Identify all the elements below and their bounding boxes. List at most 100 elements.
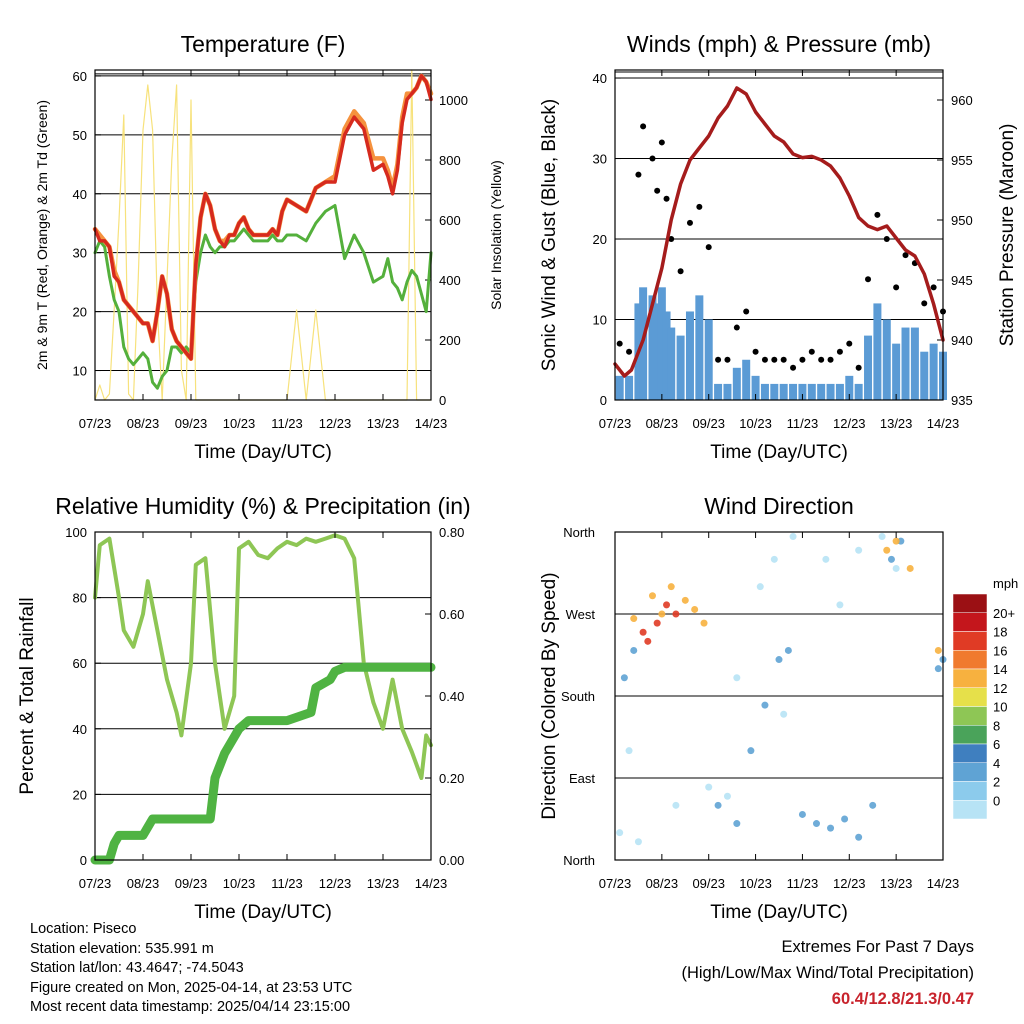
dir-tick-label: West [566, 607, 596, 622]
colorbar-label: 0 [993, 793, 1000, 808]
dir-tick-label: North [563, 525, 595, 540]
direction-point [892, 564, 900, 572]
colorbar-label: 8 [993, 718, 1000, 733]
wind-xtick-label: 10/23 [739, 416, 772, 431]
temp-ytick-label: 40 [73, 187, 87, 202]
colorbar-label: 20+ [993, 606, 1015, 621]
gust-point [865, 276, 872, 283]
dir-tick-label: North [563, 853, 595, 868]
rh-frame [94, 531, 432, 861]
colorbar-swatch [952, 668, 988, 688]
wind-xtick-label: 12/23 [833, 416, 866, 431]
colorbar-label: 12 [993, 681, 1007, 696]
direction-point [648, 592, 656, 600]
direction-point [789, 533, 797, 541]
wind-xtick-label: 07/23 [599, 416, 632, 431]
rh-y2tick-label: 0.40 [439, 689, 464, 704]
wind-ytick-label: 30 [593, 152, 607, 167]
wind-bar [662, 311, 671, 400]
wind-bar [770, 383, 779, 400]
direction-point [756, 583, 764, 591]
temp-xtick-label: 12/23 [319, 416, 352, 431]
gust-point [780, 356, 787, 363]
wind-bar [892, 343, 901, 400]
wind-y2tick-label: 945 [951, 273, 973, 288]
colorbar-label: 16 [993, 643, 1007, 658]
direction-point [827, 824, 835, 832]
direction-point [681, 596, 689, 604]
gust-point [649, 155, 656, 162]
direction-point [639, 628, 647, 636]
dir-xtick-label: 10/23 [739, 876, 772, 891]
wind-ytick-label: 20 [593, 232, 607, 247]
colorbar-swatch [952, 781, 988, 801]
direction-point [798, 810, 806, 818]
gust-point [640, 123, 647, 130]
wind-bar [826, 383, 835, 400]
direction-point [812, 820, 820, 828]
gust-point [771, 356, 778, 363]
rh-ytick-label: 20 [73, 787, 87, 802]
gust-point [705, 244, 712, 251]
direction-point [780, 710, 788, 718]
rh-ylabel: Percent & Total Rainfall [17, 597, 38, 794]
rh-y2tick-label: 0.60 [439, 607, 464, 622]
wind-bar [676, 335, 685, 400]
rh-ytick-label: 40 [73, 722, 87, 737]
gust-point [668, 236, 675, 243]
gust-point [696, 203, 703, 210]
temp-xtick-label: 09/23 [175, 416, 208, 431]
gust-point [658, 139, 665, 146]
direction-point [672, 801, 680, 809]
gust-point [799, 356, 806, 363]
colorbar-swatch [952, 631, 988, 651]
rh-xtick-label: 09/23 [175, 876, 208, 891]
colorbar-swatch [952, 687, 988, 707]
gust-point [827, 356, 834, 363]
wind-bar [695, 295, 704, 400]
direction-point [723, 792, 731, 800]
dir-xtick-label: 14/23 [927, 876, 960, 891]
wind-bar [807, 383, 816, 400]
temp-y2label: Solar Insolation (Yellow) [488, 160, 504, 310]
wind-title: Winds (mph) & Pressure (mb) [627, 31, 931, 57]
wind-bar [714, 383, 723, 400]
dir-xtick-label: 11/23 [787, 876, 819, 891]
wind-bar [667, 327, 676, 400]
direction-point [836, 601, 844, 609]
wind-xtick-label: 11/23 [787, 416, 819, 431]
colorbar-label: 6 [993, 737, 1000, 752]
temp-ylabel: 2m & 9m T (Red, Orange) & 2m Td (Green) [34, 100, 50, 370]
colorbar-swatch [952, 743, 988, 763]
rh-xtick-label: 12/23 [319, 876, 352, 891]
temp-xtick-label: 13/23 [367, 416, 400, 431]
temp-xtick-label: 08/23 [127, 416, 160, 431]
rh-xtick-label: 10/23 [223, 876, 256, 891]
direction-point [878, 533, 886, 541]
gust-point [733, 324, 740, 331]
wind-bar [685, 311, 694, 400]
gust-point [616, 340, 623, 347]
direction-point [700, 619, 708, 627]
dewpoint-line [93, 204, 433, 390]
direction-point [667, 583, 675, 591]
wind-y2tick-label: 940 [951, 333, 973, 348]
wind-bar [723, 383, 732, 400]
colorbar-swatch [952, 593, 988, 613]
direction-point [714, 801, 722, 809]
rh-y2tick-label: 0.80 [439, 525, 464, 540]
direction-point [934, 665, 942, 673]
humidity-line [93, 533, 433, 780]
temp-y2tick-label: 800 [439, 153, 461, 168]
station-elevation: Station elevation: 535.991 m [30, 940, 214, 957]
gust-point [818, 356, 825, 363]
rh-xlabel: Time (Day/UTC) [194, 902, 332, 923]
temp-y2tick-label: 600 [439, 213, 461, 228]
gust-point [883, 236, 890, 243]
wind-bar [882, 319, 891, 400]
gust-point [808, 348, 815, 355]
colorbar-label: 14 [993, 662, 1007, 677]
gust-point [846, 340, 853, 347]
wind-y2tick-label: 955 [951, 153, 973, 168]
gust-point [663, 195, 670, 202]
